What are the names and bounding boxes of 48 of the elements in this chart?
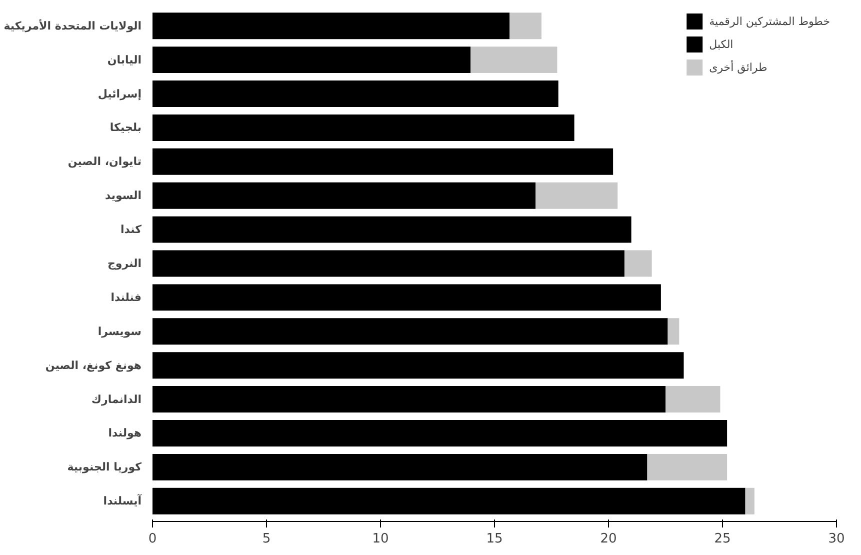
bar	[152, 80, 558, 108]
x-tick-label: 0	[148, 532, 157, 546]
y-tick-label: الولايات المتحدة الأمريكية	[4, 18, 142, 32]
legend-label: الكبل	[709, 38, 734, 50]
bar	[152, 284, 661, 311]
y-tick-label: اليابان	[107, 53, 142, 66]
bar	[510, 12, 542, 40]
x-tick-label: 10	[372, 532, 389, 546]
y-tick-label: النروج	[108, 257, 142, 270]
x-tick-label: 30	[828, 532, 845, 546]
bar	[152, 386, 666, 413]
bar	[152, 352, 684, 379]
x-tick-label: 5	[262, 532, 271, 546]
bar	[152, 216, 632, 243]
y-tick-label: فنلندا	[110, 290, 142, 304]
x-tick-label: 15	[486, 532, 503, 546]
bar	[536, 182, 618, 209]
bar	[647, 454, 728, 480]
bar	[470, 46, 558, 74]
bar	[152, 148, 614, 175]
y-tick-label: السويد	[105, 189, 142, 202]
y-tick-label: سويسرا	[98, 324, 142, 338]
x-tick-label: 20	[600, 532, 617, 546]
bar	[152, 182, 536, 209]
bar	[152, 46, 471, 74]
bar	[152, 488, 746, 514]
legend-label: خطوط المشتركين الرقمية	[709, 14, 830, 28]
x-tick-label: 25	[714, 532, 731, 546]
bar	[152, 420, 728, 446]
y-tick-label: كندا	[120, 223, 142, 236]
bar	[152, 318, 668, 345]
bar	[152, 250, 624, 277]
bar	[668, 318, 680, 345]
y-tick-label: هولندا	[108, 426, 142, 440]
y-tick-label: آيسلندا	[103, 494, 142, 508]
y-tick-label: هونغ كونغ، الصين	[45, 358, 142, 372]
y-tick-label: كوريا الجنوبية	[67, 460, 142, 474]
bar	[152, 454, 648, 480]
bar	[152, 12, 510, 40]
legend-label: طرائق أخرى	[709, 60, 768, 74]
bar	[666, 386, 720, 413]
bar	[624, 250, 652, 277]
y-tick-label: بلجيكا	[110, 121, 142, 134]
y-tick-label: تايوان، الصين	[68, 155, 142, 168]
y-tick-label: الدانمارك	[91, 392, 142, 406]
bar	[745, 488, 754, 514]
bar	[152, 114, 574, 141]
y-tick-label: إسرائيل	[98, 87, 142, 100]
